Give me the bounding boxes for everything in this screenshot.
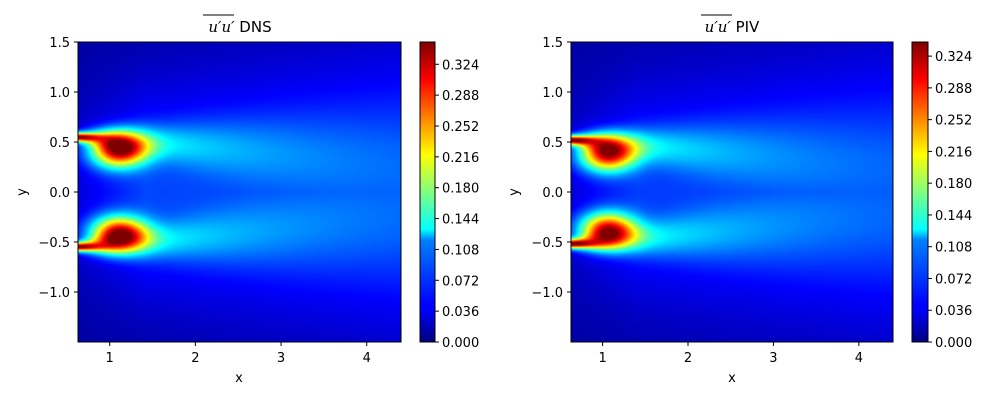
chart-title-piv: u′u′ PIV xyxy=(705,18,760,36)
y-axis-label-dns: y xyxy=(15,188,30,196)
x-axis-label-dns: x xyxy=(235,371,243,386)
colorbar-tick-label: 0.252 xyxy=(442,120,479,135)
x-tick-label: 4 xyxy=(855,351,863,366)
x-ticks-dns: 1 2 3 4 xyxy=(106,342,371,366)
chart-piv: u′u′ PIV 1 2 3 4 1.5 1.0 0.5 0.0 −0.5 −1.0 x y 0… xyxy=(507,14,972,386)
colorbar-tick-label: 0.180 xyxy=(442,182,479,197)
colorbar-tick-label: 0.036 xyxy=(935,304,972,319)
colorbar-tick-label: 0.288 xyxy=(442,89,479,104)
colorbar-tick-label: 0.324 xyxy=(935,50,972,65)
colorbar-tick-label: 0.216 xyxy=(442,151,479,166)
colorbar-tick-label: 0.000 xyxy=(442,336,479,351)
y-tick-label: −1.0 xyxy=(531,286,563,301)
x-tick-label: 1 xyxy=(598,351,606,366)
colorbar-dns xyxy=(419,41,436,343)
y-tick-label: 1.0 xyxy=(542,86,563,101)
colorbar-tick-label: 0.108 xyxy=(935,241,972,256)
colorbar-tick-label: 0.180 xyxy=(935,177,972,192)
x-tick-label: 3 xyxy=(277,351,285,366)
colorbar-tick-label: 0.108 xyxy=(442,243,479,258)
colorbar-tick-label: 0.288 xyxy=(935,82,972,97)
colorbar-ticks-piv: 0.000 0.036 0.072 0.108 0.144 0.180 0.216 0.252… xyxy=(928,50,972,351)
colorbar-tick-label: 0.072 xyxy=(442,274,479,289)
y-tick-label: 1.5 xyxy=(49,36,70,51)
x-axis-label-piv: x xyxy=(728,371,736,386)
y-tick-label: 0.0 xyxy=(49,186,70,201)
heatmap-plot-piv xyxy=(571,42,893,342)
y-tick-label: 0.0 xyxy=(542,186,563,201)
colorbar-tick-label: 0.144 xyxy=(935,209,972,224)
x-tick-label: 2 xyxy=(191,351,199,366)
y-tick-label: 0.5 xyxy=(49,136,70,151)
chart-title-dns: u′u′ DNS xyxy=(208,18,271,36)
y-tick-label: 1.5 xyxy=(542,36,563,51)
colorbar-tick-label: 0.216 xyxy=(935,145,972,160)
x-tick-label: 3 xyxy=(769,351,777,366)
colorbar-tick-label: 0.324 xyxy=(442,58,479,73)
y-axis-label-piv: y xyxy=(507,188,522,196)
x-tick-label: 2 xyxy=(684,351,692,366)
y-tick-label: −0.5 xyxy=(531,236,563,251)
y-tick-label: −0.5 xyxy=(38,236,70,251)
colorbar-tick-label: 0.036 xyxy=(442,305,479,320)
colorbar-tick-label: 0.000 xyxy=(935,336,972,351)
chart-dns: u′u′ DNS 1 2 3 4 1.5 1.0 0.5 0.0 −0.5 −1.0 x y 0… xyxy=(15,14,479,386)
y-tick-label: 0.5 xyxy=(542,136,563,151)
title-suffix: DNS xyxy=(235,18,272,36)
x-tick-label: 4 xyxy=(363,351,371,366)
y-tick-label: −1.0 xyxy=(38,286,70,301)
colorbar-tick-label: 0.072 xyxy=(935,272,972,287)
colorbar-tick-label: 0.144 xyxy=(442,213,479,228)
title-suffix: PIV xyxy=(731,18,760,36)
x-ticks-piv: 1 2 3 4 xyxy=(598,342,863,366)
colorbar-ticks-dns: 0.000 0.036 0.072 0.108 0.144 0.180 0.216 0.252… xyxy=(435,58,479,351)
heatmap-plot-dns xyxy=(78,42,401,342)
colorbar-tick-label: 0.252 xyxy=(935,114,972,129)
y-ticks-piv: 1.5 1.0 0.5 0.0 −0.5 −1.0 xyxy=(531,36,571,301)
y-ticks-dns: 1.5 1.0 0.5 0.0 −0.5 −1.0 xyxy=(38,36,78,301)
title-symbol: u′u′ xyxy=(208,18,235,36)
colorbar-piv xyxy=(911,41,929,343)
x-tick-label: 1 xyxy=(106,351,114,366)
title-symbol: u′u′ xyxy=(705,18,732,36)
y-tick-label: 1.0 xyxy=(49,86,70,101)
